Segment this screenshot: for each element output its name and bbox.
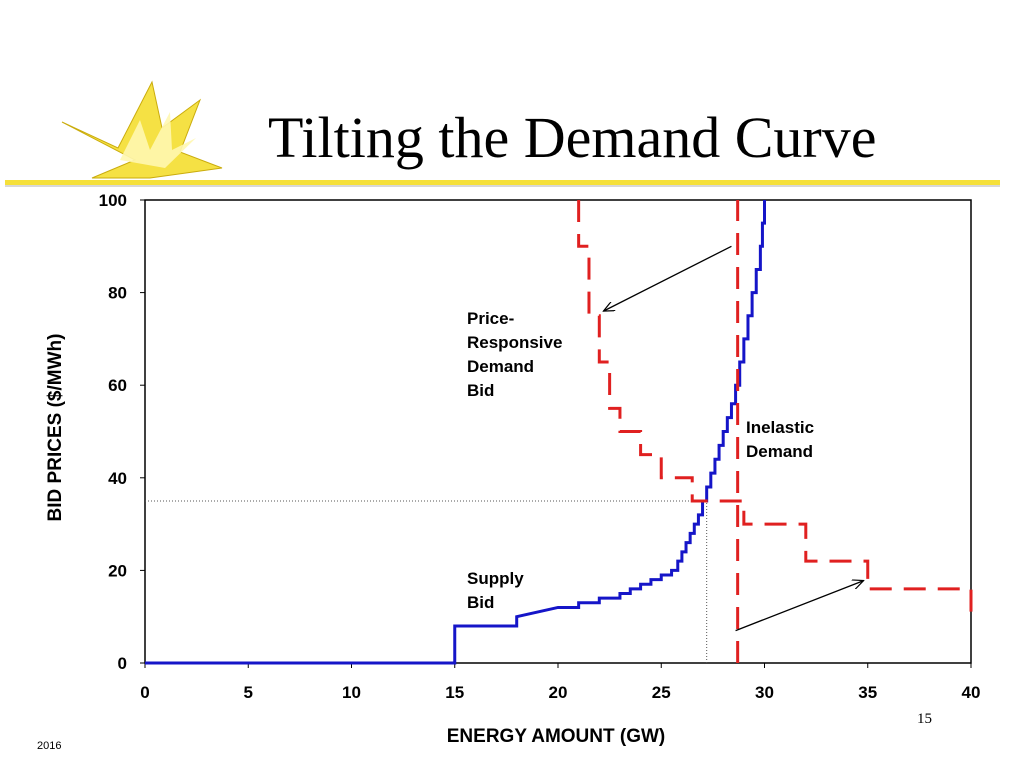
annotation-label: Supply Bid: [467, 569, 524, 612]
x-tick-label: 20: [549, 683, 568, 702]
x-tick-label: 40: [962, 683, 981, 702]
title-underline-bar: [5, 180, 1000, 185]
y-tick-label: 0: [118, 654, 127, 673]
title-underline: [5, 180, 1000, 187]
annotation-label-line: Bid: [467, 593, 494, 612]
series-line-0: [145, 200, 766, 665]
x-axis-title: ENERGY AMOUNT (GW): [447, 726, 666, 747]
x-tick-label: 0: [140, 683, 149, 702]
title-underline-shadow: [5, 185, 1000, 187]
x-tick-label: 30: [755, 683, 774, 702]
y-tick-label: 100: [99, 191, 127, 210]
starburst-logo: [61, 80, 223, 179]
x-tick-label: 25: [652, 683, 671, 702]
annotation-label-line: Demand: [467, 357, 534, 376]
x-tick-label: 5: [244, 683, 253, 702]
annotation-label-line: Price-: [467, 309, 514, 328]
y-tick-label: 60: [108, 376, 127, 395]
annotation-arrow: [603, 245, 732, 311]
x-tick-label: 35: [858, 683, 877, 702]
footer-year: 2016: [37, 740, 62, 752]
slide-number: 15: [917, 711, 932, 727]
annotation-label: Price- Responsive Demand Bid: [467, 309, 562, 400]
annotation-label-line: Bid: [467, 381, 494, 400]
series-line-1: [577, 200, 973, 617]
y-tick-label: 20: [108, 561, 127, 580]
plot-frame: [144, 199, 972, 664]
annotation-label-line: Demand: [746, 442, 813, 461]
starburst-highlight: [120, 112, 196, 168]
annotation-label-line: Responsive: [467, 333, 562, 352]
plot-area: 0 5 10 15 20 25 30 35 40 0 20 40 60 80 100 ENERGY AMOUN…: [45, 191, 980, 747]
annotation-label: Inelastic Demand: [746, 418, 814, 461]
y-tick-label: 40: [108, 469, 127, 488]
y-axis-title: BID PRICES ($/MWh): [45, 334, 66, 522]
x-tick-label: 15: [445, 683, 464, 702]
annotation-arrow: [735, 581, 864, 632]
slide-title: Tilting the Demand Curve: [268, 105, 877, 170]
annotation-label-line: Inelastic: [746, 418, 814, 437]
y-tick-label: 80: [108, 284, 127, 303]
x-tick-label: 10: [342, 683, 361, 702]
annotation-label-line: Supply: [467, 569, 524, 588]
